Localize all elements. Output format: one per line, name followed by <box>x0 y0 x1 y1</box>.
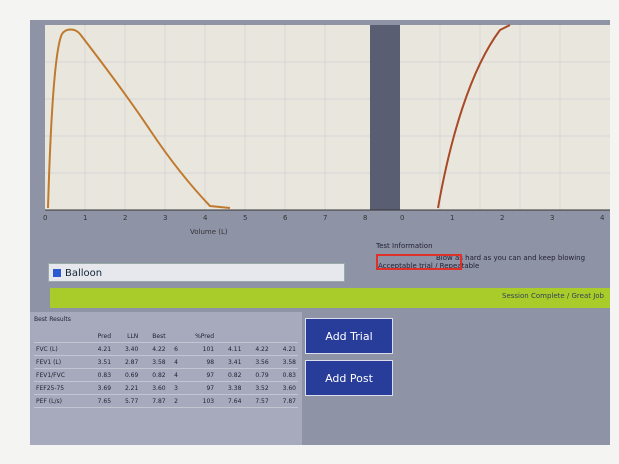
table-cell: 4.11 <box>216 343 243 356</box>
table-cell: 98 <box>180 356 216 369</box>
table-cell: 0.82 <box>216 369 243 382</box>
header-cell <box>34 330 86 343</box>
header-cell: %Pred <box>180 330 216 343</box>
header-cell: LLN <box>113 330 140 343</box>
table-cell: 3.41 <box>216 356 243 369</box>
volume-time-plot <box>400 25 610 210</box>
table-cell: 3.51 <box>86 356 113 369</box>
status-text: Session Complete / Great Job <box>502 292 604 300</box>
add-post-button[interactable]: Add Post <box>305 360 393 396</box>
header-cell <box>243 330 270 343</box>
header-cell: Best <box>140 330 167 343</box>
x-tick-label: 2 <box>500 214 504 222</box>
x-tick-label: 4 <box>203 214 207 222</box>
x-tick-label: 3 <box>550 214 554 222</box>
x-tick-label: 6 <box>283 214 287 222</box>
table-cell: 3.38 <box>216 382 243 395</box>
x-tick-label: 8 <box>363 214 367 222</box>
x-tick-label: 7 <box>323 214 327 222</box>
table-cell: 4 <box>168 369 180 382</box>
table-cell: 4.22 <box>140 343 167 356</box>
dropdown[interactable]: Balloon <box>48 263 345 282</box>
table-cell: 4.22 <box>243 343 270 356</box>
table-cell: 3.56 <box>243 356 270 369</box>
x-tick-label: 1 <box>450 214 454 222</box>
table-cell: 7.87 <box>140 395 167 408</box>
table-cell: 3.58 <box>140 356 167 369</box>
status-bar: Session Complete / Great Job <box>50 288 610 308</box>
table-cell: 0.83 <box>86 369 113 382</box>
x-tick-label: 2 <box>123 214 127 222</box>
table-cell: PEF (L/s) <box>34 395 86 408</box>
x-tick-label: 4 <box>600 214 604 222</box>
charts <box>30 20 610 245</box>
table-cell: 7.57 <box>243 395 270 408</box>
x-tick-label: 0 <box>43 214 47 222</box>
table-cell: 101 <box>180 343 216 356</box>
table-cell: 2.87 <box>113 356 140 369</box>
x-tick-label: 1 <box>83 214 87 222</box>
table-cell: 0.83 <box>271 369 298 382</box>
table-cell: 97 <box>180 382 216 395</box>
highlight-box <box>376 254 462 270</box>
table-cell: 0.79 <box>243 369 270 382</box>
table-cell: 0.82 <box>140 369 167 382</box>
table-cell: 2.21 <box>113 382 140 395</box>
x-tick-label: 3 <box>163 214 167 222</box>
table-cell: 6 <box>168 343 180 356</box>
table-cell: FEF25-75 <box>34 382 86 395</box>
x-tick-label: 5 <box>243 214 247 222</box>
table-cell: 2 <box>168 395 180 408</box>
table-cell: 4.21 <box>86 343 113 356</box>
table-cell: 3.60 <box>140 382 167 395</box>
table-cell: 103 <box>180 395 216 408</box>
table-cell: 3.58 <box>271 356 298 369</box>
table-cell: 3.60 <box>271 382 298 395</box>
table-cell: 3.69 <box>86 382 113 395</box>
table-cell: FEV1 (L) <box>34 356 86 369</box>
screen: Volume (L) Test Information Blow as hard… <box>30 20 610 445</box>
header-cell: Pred <box>86 330 113 343</box>
table-cell: FEV1/FVC <box>34 369 86 382</box>
table-cell: 3 <box>168 382 180 395</box>
header-cell <box>271 330 298 343</box>
x-tick-label: 0 <box>400 214 404 222</box>
header-cell <box>216 330 243 343</box>
table-cell: 97 <box>180 369 216 382</box>
table-cell: 7.64 <box>216 395 243 408</box>
table-cell: 3.40 <box>113 343 140 356</box>
header-cell <box>168 330 180 343</box>
x-axis-label: Volume (L) <box>190 228 228 236</box>
table-cell: 4.21 <box>271 343 298 356</box>
photo-frame: Volume (L) Test Information Blow as hard… <box>0 0 619 464</box>
table-cell: FVC (L) <box>34 343 86 356</box>
table-cell: 5.77 <box>113 395 140 408</box>
info-title: Test Information <box>376 242 606 250</box>
table-cell: 4 <box>168 356 180 369</box>
table-cell: 3.52 <box>243 382 270 395</box>
table-cell: 7.65 <box>86 395 113 408</box>
add-trial-button[interactable]: Add Trial <box>305 318 393 354</box>
results-title: Best Results <box>34 316 71 323</box>
table-cell: 7.87 <box>271 395 298 408</box>
page: Volume (L) Test Information Blow as hard… <box>0 0 619 464</box>
table-cell: 0.69 <box>113 369 140 382</box>
test-information: Test Information Blow as hard as you can… <box>376 242 606 270</box>
